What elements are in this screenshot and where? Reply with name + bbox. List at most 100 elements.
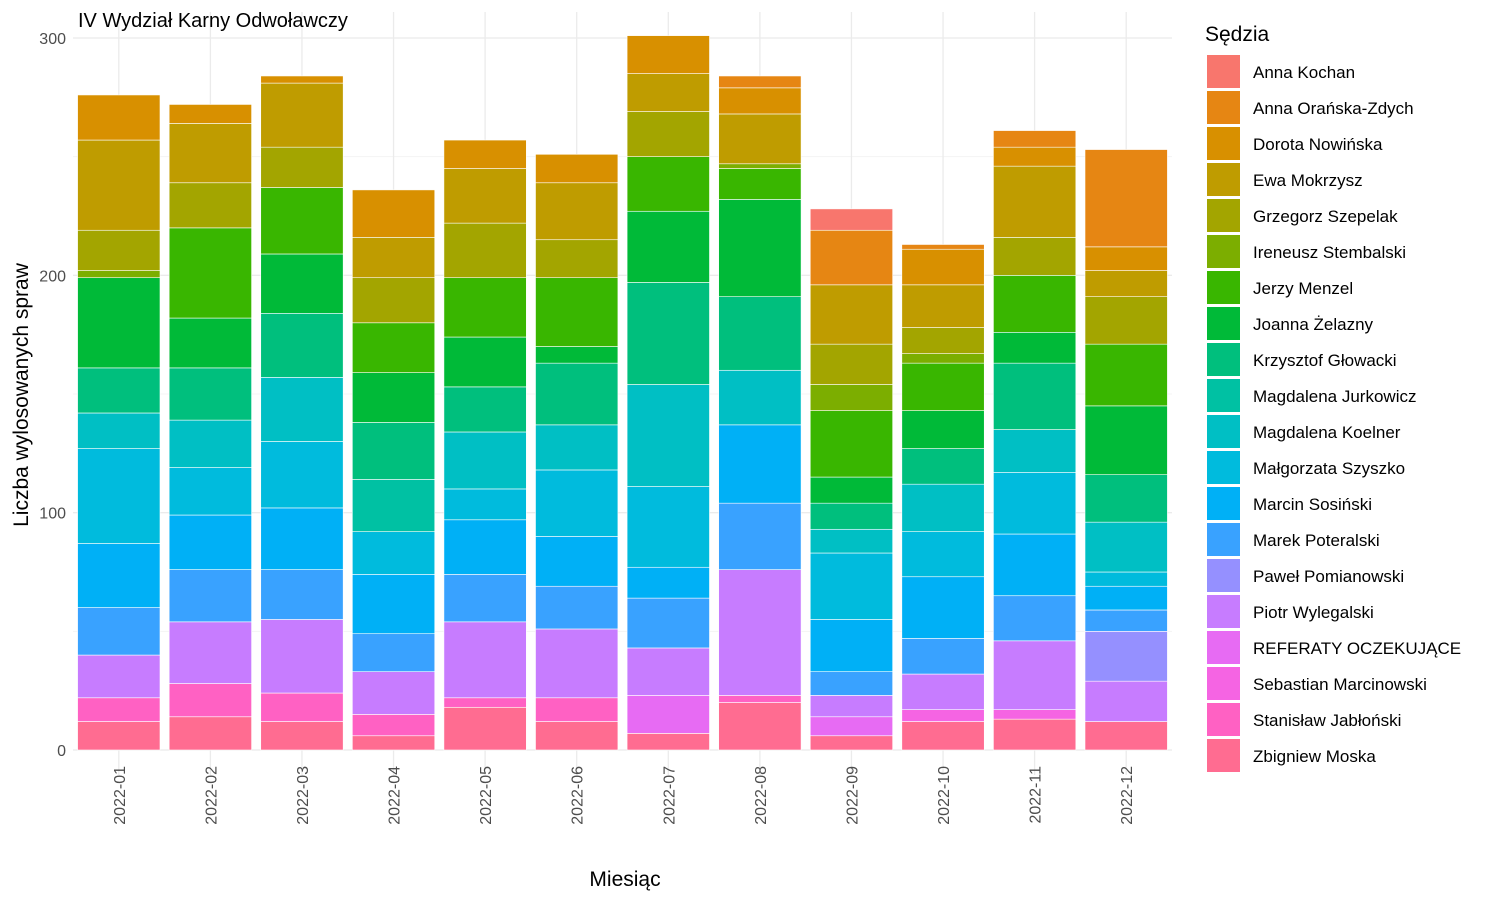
bar-segment	[626, 647, 710, 696]
bar-segment	[718, 163, 802, 169]
bar-segment	[809, 208, 893, 231]
x-tick-label: 2022-09	[844, 766, 861, 825]
bar-segment	[443, 222, 527, 279]
legend-swatch	[1207, 415, 1240, 448]
legend-swatch	[1207, 559, 1240, 592]
bar-segment	[535, 362, 619, 426]
y-tick-label: 300	[39, 31, 66, 48]
bar-segment	[993, 595, 1077, 642]
x-tick-label: 2022-03	[295, 766, 312, 825]
bar-segment	[77, 607, 161, 656]
bar-segment	[535, 424, 619, 471]
legend-label: Zbigniew Moska	[1253, 747, 1376, 766]
bar-segment	[626, 156, 710, 212]
legend-label: Stanisław Jabłoński	[1253, 711, 1401, 730]
bar-segment	[260, 75, 344, 84]
bar-segment	[443, 706, 527, 751]
bar-segment	[260, 313, 344, 378]
bar-segment	[443, 697, 527, 708]
bar-segment	[535, 585, 619, 630]
bar-segment	[260, 507, 344, 570]
bar-segment	[443, 139, 527, 169]
bar-segment	[1084, 680, 1168, 722]
bar-segment	[901, 362, 985, 411]
bar-segment	[718, 296, 802, 371]
bar-segment	[809, 229, 893, 286]
x-tick-label: 2022-06	[570, 766, 587, 825]
y-axis-ticks: 0 100 200 300	[39, 31, 66, 760]
bar-segment	[901, 721, 985, 751]
bar-segment	[901, 576, 985, 639]
bar-segment	[77, 697, 161, 722]
bar-segment	[260, 377, 344, 442]
bar-segment	[809, 619, 893, 672]
bar-segment	[993, 429, 1077, 473]
bar-segment	[352, 322, 436, 373]
bar-segment	[535, 536, 619, 587]
x-tick-label: 2022-11	[1028, 766, 1045, 824]
x-tick-label: 2022-07	[661, 766, 678, 825]
bar-segment	[352, 479, 436, 532]
bar-segment	[535, 697, 619, 722]
legend-label: Paweł Pomianowski	[1253, 567, 1404, 586]
x-tick-label: 2022-04	[387, 766, 404, 825]
bar-segment	[352, 714, 436, 737]
bar-segment	[718, 168, 802, 200]
bar-segment	[535, 182, 619, 241]
bar-segment	[1084, 343, 1168, 407]
bar-segment	[993, 718, 1077, 751]
legend-label: Małgorzata Szyszko	[1253, 459, 1405, 478]
legend-label: Dorota Nowińska	[1253, 135, 1383, 154]
bar-segment	[77, 94, 161, 141]
legend-label: Magdalena Koelner	[1253, 423, 1401, 442]
bar-segment	[993, 709, 1077, 720]
legend-label: REFERATY OCZEKUJĄCE	[1253, 639, 1461, 658]
bar-segment	[168, 683, 252, 718]
bar-segment	[168, 123, 252, 184]
bar-segment	[626, 210, 710, 283]
legend-swatch	[1207, 163, 1240, 196]
x-axis-ticks: 2022-01 2022-02 2022-03 2022-04 2022-05 2022-…	[112, 766, 1136, 825]
legend-label: Marcin Sosiński	[1253, 495, 1372, 514]
bar-segment	[1084, 609, 1168, 632]
bar-segment	[809, 502, 893, 530]
bar-segment	[260, 82, 344, 148]
bar-segment	[443, 336, 527, 388]
legend-label: Ewa Mokrzysz	[1253, 171, 1363, 190]
legend-swatch	[1207, 739, 1240, 772]
legend-title: Sędzia	[1205, 23, 1270, 46]
bar-segment	[901, 244, 985, 250]
bar-segment	[1084, 585, 1168, 611]
legend-swatch	[1207, 523, 1240, 556]
bar-segment	[77, 721, 161, 751]
bar-segment	[809, 552, 893, 620]
bar-segment	[626, 73, 710, 112]
x-axis-label: Miesiąc	[589, 868, 660, 891]
bar-segment	[718, 87, 802, 115]
bar-segment	[168, 367, 252, 421]
bar-segment	[535, 469, 619, 537]
y-axis-label: Liczba wylosowanych spraw	[10, 262, 33, 527]
legend-swatch	[1207, 199, 1240, 232]
bar-segment	[260, 721, 344, 751]
bar-segment	[809, 695, 893, 718]
bar-segment	[352, 574, 436, 635]
bar-segment	[535, 628, 619, 699]
bar-segment	[1084, 631, 1168, 682]
x-tick-label: 2022-12	[1119, 766, 1136, 825]
bar-segment	[352, 671, 436, 715]
bar-segment	[993, 362, 1077, 430]
x-tick-label: 2022-10	[936, 766, 953, 825]
bar-segment	[168, 514, 252, 570]
legend-swatch	[1207, 667, 1240, 700]
legend-swatch	[1207, 451, 1240, 484]
bar-segment	[718, 113, 802, 165]
bar-segment	[168, 227, 252, 319]
bar-segment	[352, 277, 436, 324]
bar-segment	[718, 569, 802, 696]
bar-segment	[993, 130, 1077, 148]
y-tick-label: 200	[39, 268, 66, 285]
legend-swatch	[1207, 91, 1240, 124]
bar-segment	[77, 270, 161, 279]
